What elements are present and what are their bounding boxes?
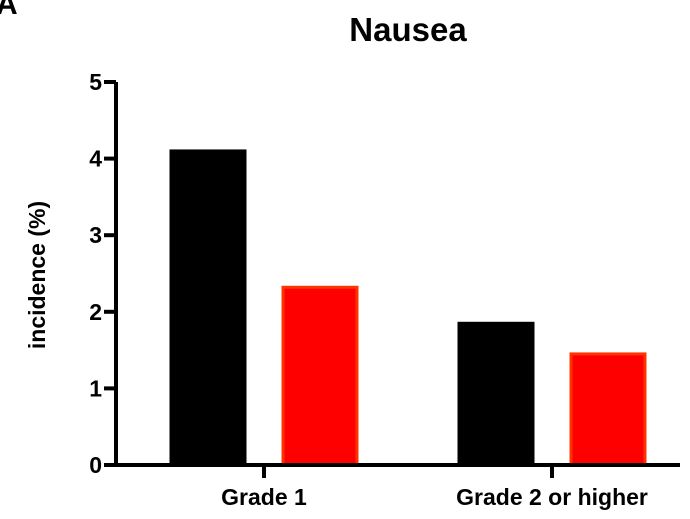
bar-series1-grade-1 [169, 149, 247, 467]
y-tick-label: 5 [89, 69, 102, 95]
bars-layer [169, 149, 647, 467]
axes-layer [114, 82, 680, 467]
y-tick-label: 0 [89, 452, 102, 478]
y-tick-label: 3 [89, 222, 102, 248]
ticks-layer: 0 1 2 3 4 5 [89, 69, 116, 478]
chart-title: Nausea [349, 11, 467, 48]
y-axis-label: incidence (%) [24, 201, 50, 349]
x-tick-label: Grade 1 [221, 484, 307, 510]
category-labels: Grade 1 Grade 2 or higher [221, 465, 648, 510]
x-tick-label: Grade 2 or higher [456, 484, 648, 510]
bar-series1-grade-2-or-higher [457, 321, 535, 467]
bar-series2-grade-2-or-higher [569, 352, 647, 467]
y-tick-label: 1 [89, 375, 102, 401]
y-tick-label: 2 [89, 299, 102, 325]
panel-label: A [0, 0, 18, 21]
y-tick-label: 4 [89, 146, 102, 172]
bar-series2-grade-1 [281, 285, 359, 467]
